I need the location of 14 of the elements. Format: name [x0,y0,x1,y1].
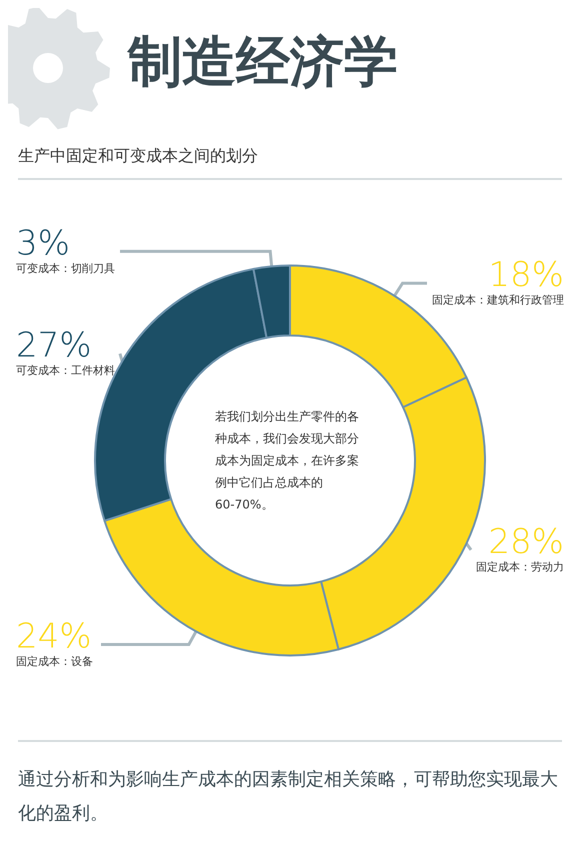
text: 若我们划分出生产零件的各种成本，我们会发现大部分成本为固定成本，在许多案例中它们占总成本的60-70%。 [215,410,359,512]
chart-subtitle: 生产中固定和可变成本之间的划分 [18,146,258,167]
text: 通过分析和为影响生产成本的因素制定相关策略，可帮助您实现最大化的盈利。 [18,768,559,826]
slice-label: 固定成本：劳动力 [476,560,564,574]
data-label: 3% [16,223,70,264]
data-label: 28% [488,522,564,562]
slice-label: 固定成本：建筑和行政管理 [432,294,564,307]
data-label: 27% [16,326,92,366]
data-label: 18% [488,255,564,296]
slice-label: 可变成本：切削刀具 [16,262,115,275]
data-label: 24% [16,616,92,657]
slice-label: 固定成本：设备 [16,655,93,668]
chart-title: 制造经济学 [128,29,398,95]
slice-label: 可变成本：工件材料 [16,364,115,378]
